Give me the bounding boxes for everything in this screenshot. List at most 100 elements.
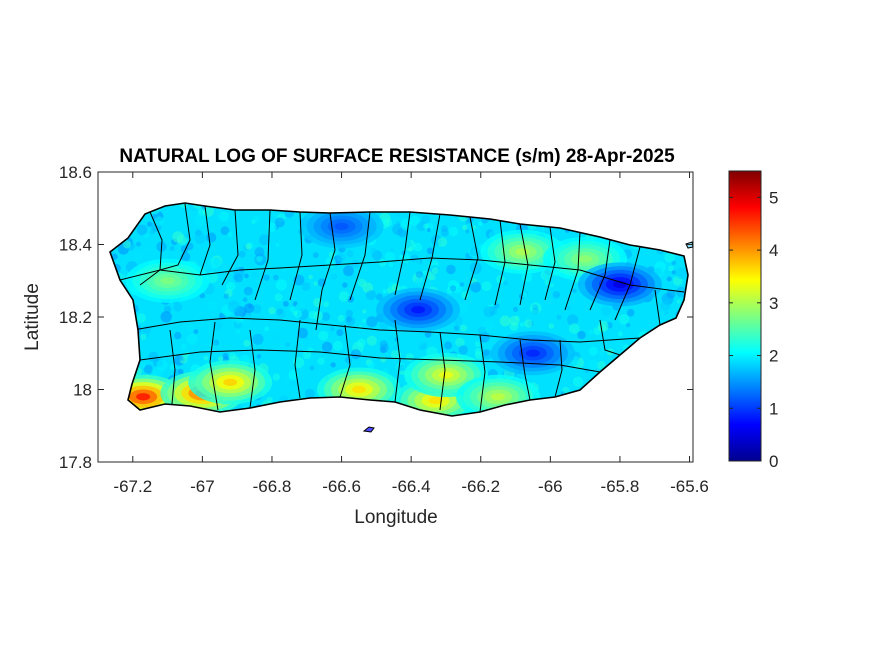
field-feature-13 <box>334 222 349 231</box>
texture-cell <box>382 289 387 294</box>
texture-cell <box>342 282 348 288</box>
texture-cell <box>277 242 285 250</box>
texture-cell <box>302 350 312 359</box>
texture-cell <box>148 351 159 362</box>
texture-cell <box>367 361 375 370</box>
texture-cell <box>321 341 333 353</box>
texture-cell <box>524 319 533 328</box>
texture-cell <box>272 274 279 281</box>
texture-cell <box>465 229 470 234</box>
texture-cell <box>521 271 533 283</box>
chart-title: NATURAL LOG OF SURFACE RESISTANCE (s/m) … <box>119 146 675 167</box>
texture-cell <box>140 333 147 341</box>
texture-cell <box>231 317 243 330</box>
texture-cell <box>481 281 492 292</box>
texture-cell <box>272 373 281 381</box>
field-feature-3 <box>352 385 366 394</box>
texture-cell <box>330 273 338 281</box>
texture-cell <box>625 322 631 328</box>
y-tick-label: 18.2 <box>59 308 92 327</box>
texture-cell <box>388 335 394 341</box>
texture-cell <box>626 308 635 317</box>
texture-cell <box>263 274 270 281</box>
texture-cell <box>122 240 131 249</box>
texture-cell <box>416 221 427 232</box>
texture-cell <box>394 337 399 342</box>
y-tick-label: 18.4 <box>59 236 92 255</box>
texture-cell <box>345 309 354 318</box>
texture-cell <box>184 233 189 239</box>
texture-cell <box>246 311 253 318</box>
texture-cell <box>666 276 672 282</box>
texture-cell <box>519 322 525 327</box>
colorbar-tick-label: 2 <box>769 347 778 366</box>
texture-cell <box>111 253 118 260</box>
texture-cell <box>173 302 183 312</box>
texture-cell <box>180 343 187 350</box>
texture-cell <box>415 271 423 279</box>
field-feature-12 <box>525 349 540 357</box>
texture-cell <box>617 331 623 337</box>
texture-cell <box>177 355 183 361</box>
texture-cell <box>676 299 682 304</box>
texture-cell <box>509 315 520 326</box>
texture-cell <box>413 242 423 252</box>
texture-cell <box>154 216 164 226</box>
texture-cell <box>675 267 688 279</box>
texture-cell <box>186 333 198 345</box>
texture-cell <box>532 307 539 315</box>
texture-cell <box>461 224 468 231</box>
texture-cell <box>453 325 460 332</box>
texture-cell <box>366 335 377 346</box>
field-feature-10 <box>411 306 426 314</box>
texture-cell <box>242 297 248 303</box>
texture-cell <box>135 241 142 247</box>
texture-cell <box>414 259 421 266</box>
colorbar-tick-label: 3 <box>769 294 778 313</box>
texture-cell <box>244 286 253 296</box>
texture-cell <box>469 262 482 275</box>
texture-cell <box>285 342 291 348</box>
x-axis: -67.2 -67 -66.8 -66.6 -66.4 -66.2 -66 -65.8 -65.… <box>113 172 709 496</box>
colorbar-tick-label: 1 <box>769 399 778 418</box>
texture-cell <box>203 355 209 361</box>
texture-cell <box>144 246 150 252</box>
texture-cell <box>470 281 482 293</box>
texture-cell <box>548 323 555 329</box>
texture-cell <box>245 243 252 250</box>
texture-cell <box>346 250 354 258</box>
texture-cell <box>366 290 377 301</box>
texture-cell <box>477 326 487 336</box>
texture-cell <box>540 269 553 281</box>
texture-cell <box>336 329 344 337</box>
x-tick-label: -66.2 <box>461 477 500 496</box>
texture-cell <box>496 275 505 284</box>
texture-cell <box>362 309 367 314</box>
texture-cell <box>252 333 264 345</box>
texture-cell <box>345 316 352 323</box>
texture-cell <box>503 280 508 286</box>
texture-cell <box>339 323 347 331</box>
field-feature-8 <box>578 255 593 263</box>
texture-cell <box>276 308 283 315</box>
texture-cell <box>312 252 319 259</box>
y-tick-label: 18.6 <box>59 163 92 182</box>
texture-cell <box>313 281 318 286</box>
texture-cell <box>160 311 172 323</box>
texture-cell <box>235 328 241 334</box>
field-feature-0 <box>136 393 151 401</box>
texture-cell <box>474 347 483 356</box>
texture-cell <box>549 283 554 288</box>
texture-cell <box>193 329 199 334</box>
texture-cell <box>567 314 579 326</box>
texture-cell <box>164 305 172 313</box>
texture-cell <box>293 356 305 369</box>
texture-cell <box>275 279 287 291</box>
texture-cell <box>268 307 276 315</box>
texture-cell <box>275 217 285 228</box>
texture-cell <box>465 219 470 225</box>
texture-cell <box>143 233 149 238</box>
x-tick-label: -66.6 <box>322 477 361 496</box>
texture-cell <box>370 247 377 254</box>
